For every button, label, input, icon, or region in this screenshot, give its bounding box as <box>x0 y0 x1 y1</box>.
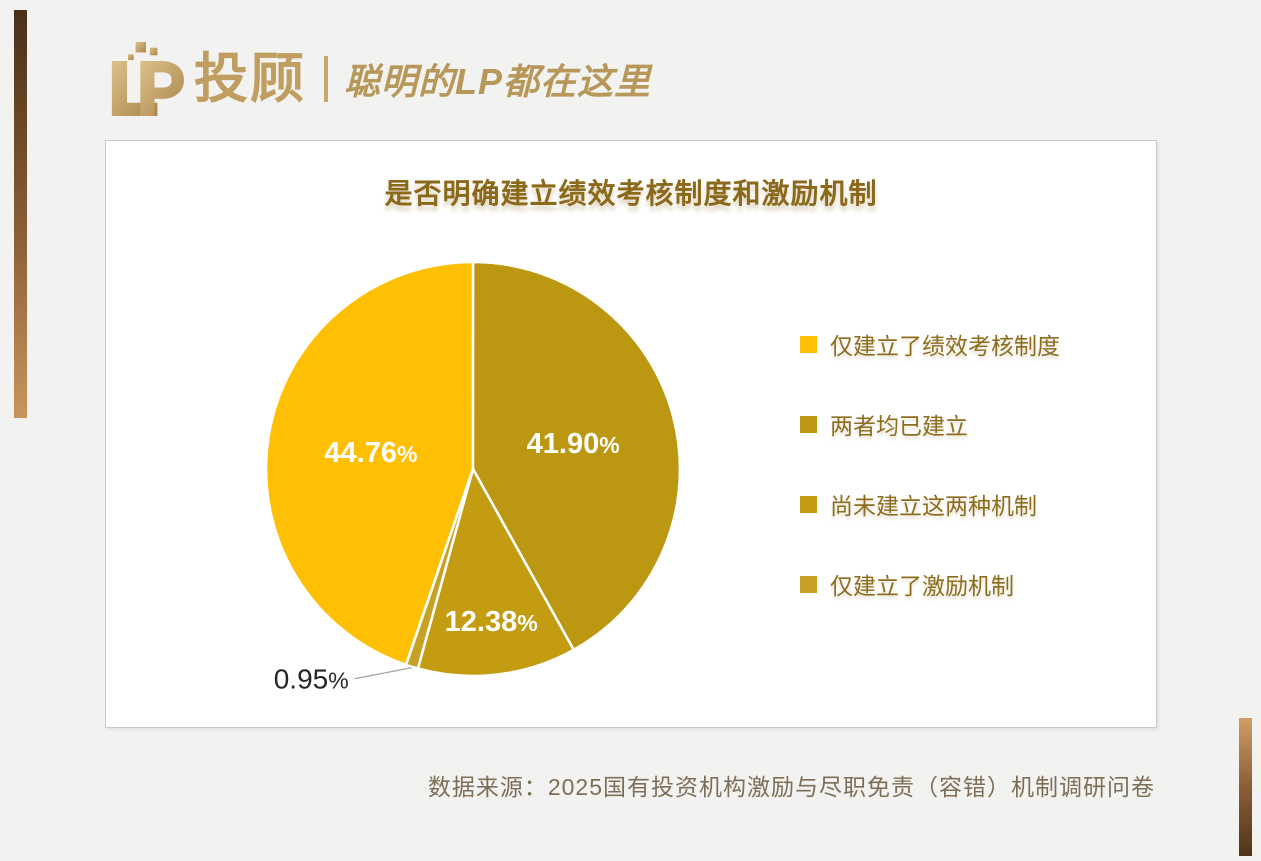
legend-swatch-icon <box>800 415 817 433</box>
legend-label: 两者均已建立 <box>830 413 968 439</box>
legend-swatch-icon <box>800 335 817 353</box>
chart-legend: 仅建立了绩效考核制度 两者均已建立尚未建立这两种机制 仅建立了激励机制 <box>800 332 1060 652</box>
brand-divider <box>324 56 328 102</box>
pie-slice-2 <box>416 467 575 678</box>
legend-item-0: 仅建立了绩效考核制度 <box>800 332 1060 359</box>
left-gradient-bar <box>14 10 27 418</box>
pie-slice-0 <box>264 260 475 667</box>
legend-item-3: 仅建立了激励机制 <box>800 572 1060 599</box>
legend-label: 仅建立了绩效考核制度 <box>830 333 1060 359</box>
pie-data-label-2: 12.38% <box>445 606 538 638</box>
lp-monogram-icon <box>111 42 184 116</box>
pie-chart: 44.76% 41.90% 12.38% 0.95% <box>264 260 682 695</box>
legend-label: 尚未建立这两种机制 <box>830 493 1037 519</box>
brand-name: 投顾 <box>194 49 306 109</box>
legend-swatch-icon <box>800 575 817 593</box>
pie-slice-1 <box>471 260 682 652</box>
pie-leader-line-3 <box>354 667 412 680</box>
pie-data-label-0: 44.76% <box>324 437 417 469</box>
legend-item-2: 尚未建立这两种机制 <box>800 492 1060 519</box>
legend-swatch-icon <box>800 495 817 513</box>
brand-slogan: 聪明的LP都在这里 <box>344 61 652 102</box>
chart-title: 是否明确建立绩效考核制度和激励机制 <box>384 178 878 209</box>
brand-header: 投顾 聪明的LP都在这里 <box>106 42 651 116</box>
right-gradient-bar <box>1239 718 1252 856</box>
pie-slice-3 <box>404 467 475 670</box>
chart-panel: 是否明确建立绩效考核制度和激励机制 44.76% 41.90% 12.38% 0.95… <box>105 140 1157 728</box>
legend-item-1: 两者均已建立 <box>800 412 1060 439</box>
pie-data-label-1: 41.90% <box>527 428 620 460</box>
source-note: 数据来源：2025国有投资机构激励与尽职免责（容错）机制调研问卷 <box>427 774 1155 800</box>
pie-data-label-3: 0.95% <box>274 664 349 695</box>
legend-label: 仅建立了激励机制 <box>830 573 1014 599</box>
